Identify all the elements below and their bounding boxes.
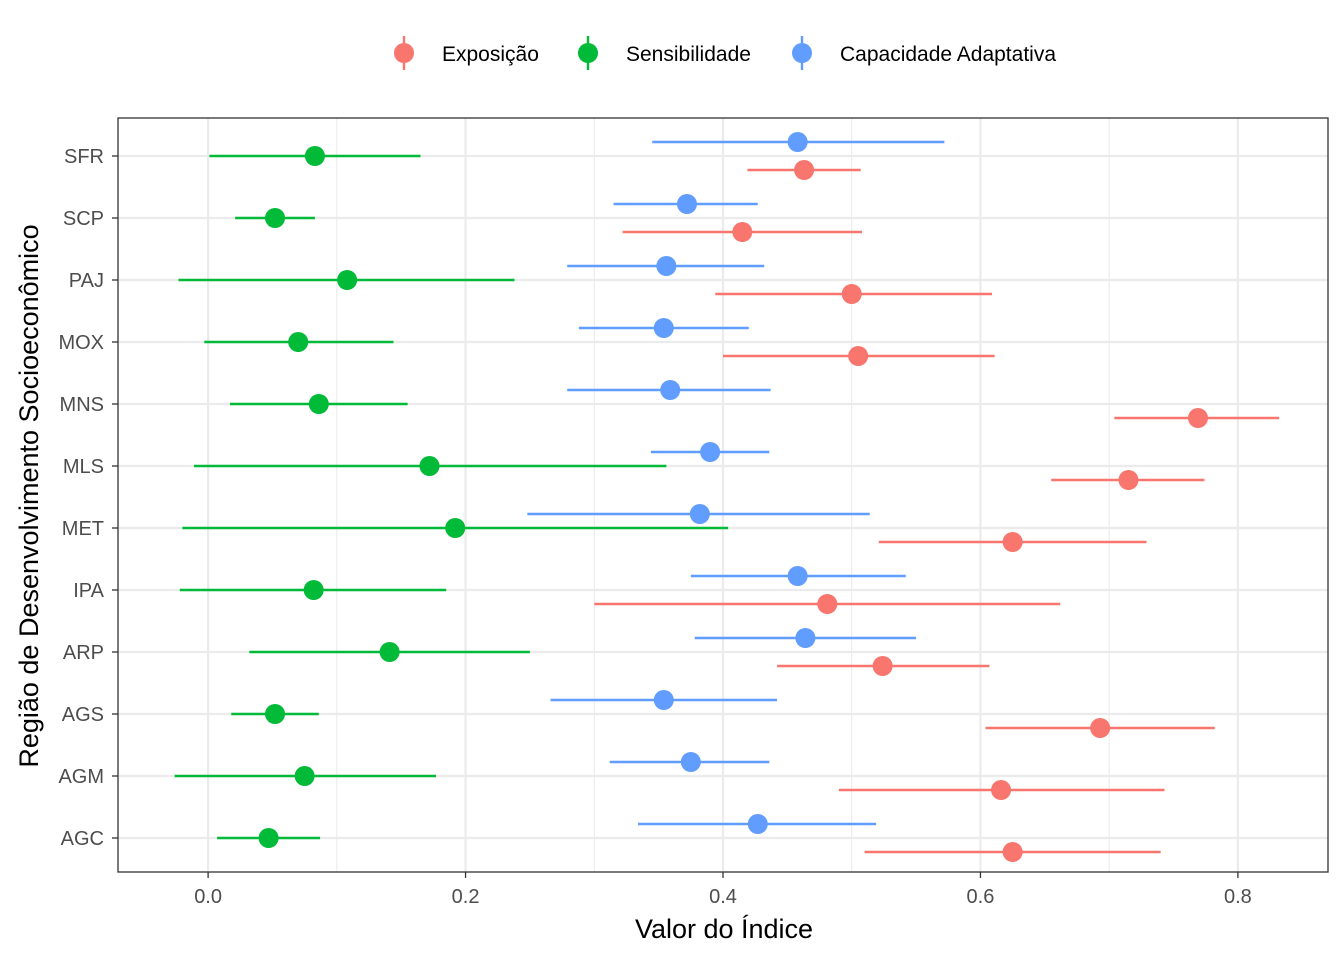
y-tick-label: SFR (64, 146, 104, 168)
data-point (787, 566, 808, 586)
y-tick-label: AGS (62, 704, 104, 726)
legend-label: Exposição (442, 43, 539, 66)
y-tick-label: ARP (63, 642, 104, 664)
data-point (258, 828, 279, 848)
data-point (747, 814, 768, 834)
data-point (848, 346, 869, 366)
y-axis-title: Região de Desenvolvimento Socioeconômico (14, 224, 44, 767)
series-1 (174, 146, 729, 848)
x-tick-label: 0.0 (194, 886, 222, 908)
y-tick-label: PAJ (69, 270, 104, 292)
x-tick-label: 0.6 (967, 886, 995, 908)
data-point (653, 690, 674, 710)
y-tick-label: AGM (58, 766, 104, 788)
data-point (1090, 718, 1111, 738)
y-tick-label: MLS (63, 456, 104, 478)
series-2 (527, 132, 945, 834)
data-point (689, 504, 710, 524)
x-tick-label: 0.4 (709, 886, 737, 908)
data-point (265, 704, 286, 724)
y-tick-label: SCP (63, 208, 104, 230)
data-point (680, 752, 701, 772)
data-point (337, 270, 358, 290)
data-point (445, 518, 466, 538)
data-point (653, 318, 674, 338)
legend-item: Capacidade Adaptativa (792, 36, 1056, 70)
data-point (294, 766, 315, 786)
legend-key-point (394, 43, 414, 63)
plot-panel (117, 117, 1329, 873)
series-0 (594, 160, 1280, 862)
y-tick-label: IPA (73, 580, 104, 602)
data-point (872, 656, 893, 676)
data-point (308, 394, 329, 414)
legend: Exposição Sensibilidade Capacidade Adaptat… (394, 36, 1056, 70)
data-point (1002, 842, 1023, 862)
legend-item: Sensibilidade (578, 36, 751, 70)
data-point (841, 284, 862, 304)
y-tick-label: MET (62, 518, 104, 540)
y-tick-label: AGC (61, 828, 104, 850)
data-point (787, 132, 808, 152)
legend-key-point (578, 43, 598, 63)
x-axis-title: Valor do Índice (635, 914, 813, 944)
legend-item: Exposição (394, 36, 539, 70)
data-point (379, 642, 400, 662)
legend-label: Capacidade Adaptativa (840, 43, 1056, 66)
data-point (303, 580, 324, 600)
data-point (656, 256, 677, 276)
data-point (676, 194, 697, 214)
legend-key-point (792, 43, 812, 63)
y-axis: SFR SCP PAJ MOX MNS MLS MET IPA ARP AGS AGM AGC (58, 146, 118, 850)
data-point (817, 594, 838, 614)
data-point (1187, 408, 1208, 428)
data-point (991, 780, 1012, 800)
data-point (419, 456, 440, 476)
data-point (304, 146, 325, 166)
data-point (288, 332, 309, 352)
data-point (795, 628, 816, 648)
x-tick-label: 0.2 (452, 886, 480, 908)
x-axis: 0.0 0.2 0.4 0.6 0.8 (194, 872, 1252, 908)
data-point (1002, 532, 1023, 552)
data-point (794, 160, 815, 180)
y-tick-label: MNS (60, 394, 104, 416)
legend-label: Sensibilidade (626, 43, 751, 66)
data-point (700, 442, 721, 462)
data-point (265, 208, 286, 228)
data-point (660, 380, 681, 400)
data-point (1118, 470, 1139, 490)
y-tick-label: MOX (58, 332, 104, 354)
x-tick-label: 0.8 (1224, 886, 1252, 908)
data-point (732, 222, 753, 242)
